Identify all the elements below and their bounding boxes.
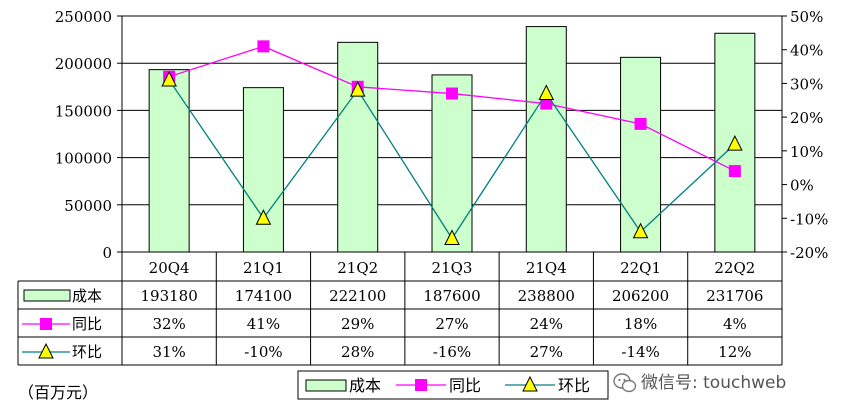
data-label: -10% bbox=[244, 343, 282, 361]
point-marker bbox=[257, 40, 270, 53]
bar-series bbox=[148, 26, 756, 253]
bar bbox=[148, 69, 190, 253]
point-marker bbox=[349, 81, 366, 97]
point-marker bbox=[161, 70, 177, 87]
left-tick-label: 0 bbox=[102, 244, 112, 262]
data-label: 28% bbox=[341, 343, 374, 361]
data-label: 206200 bbox=[612, 287, 669, 305]
legend-label: 环比 bbox=[558, 376, 590, 395]
bar bbox=[431, 74, 473, 253]
point-marker bbox=[538, 84, 555, 101]
data-label: 18% bbox=[624, 315, 657, 333]
data-label: -14% bbox=[621, 343, 659, 361]
x-tick-label: 21Q1 bbox=[243, 259, 284, 277]
data-table: 20Q4 21Q1 21Q2 21Q3 21Q4 22Q1 22Q2 成本 193180 1741… bbox=[17, 251, 783, 366]
data-label: 27% bbox=[435, 315, 468, 333]
data-label: -16% bbox=[433, 343, 471, 361]
legend-swatch bbox=[305, 379, 347, 392]
x-tick-label: 21Q4 bbox=[526, 259, 567, 277]
data-label: 24% bbox=[530, 315, 563, 333]
right-tick-label: 20% bbox=[790, 109, 823, 127]
legend-swatch bbox=[415, 379, 427, 391]
watermark-text: 微信号: touchweb bbox=[641, 373, 786, 393]
x-tick-label: 22Q1 bbox=[620, 259, 661, 277]
data-label: 29% bbox=[341, 315, 374, 333]
legend: 成本 同比 环比 bbox=[297, 370, 609, 400]
point-marker bbox=[444, 229, 460, 246]
legend-key bbox=[23, 289, 71, 302]
data-label: 187600 bbox=[423, 287, 480, 305]
data-label: 32% bbox=[152, 315, 185, 333]
data-label: 231706 bbox=[706, 287, 763, 305]
data-label: 4% bbox=[723, 315, 747, 333]
line-series bbox=[161, 40, 743, 246]
point-marker bbox=[540, 97, 553, 110]
legend-swatch bbox=[522, 375, 538, 392]
wechat-icon bbox=[613, 373, 637, 393]
right-tick-label: 40% bbox=[790, 42, 823, 60]
legend-key bbox=[40, 318, 52, 330]
bar bbox=[242, 87, 284, 253]
data-label: 41% bbox=[247, 315, 280, 333]
left-tick-label: 250000 bbox=[55, 8, 112, 26]
axes: 0 50000 100000 150000 200000 250000 -20% -10% 0%… bbox=[55, 8, 829, 262]
data-label: 222100 bbox=[329, 287, 386, 305]
data-label: 27% bbox=[530, 343, 563, 361]
watermark: 微信号: touchweb bbox=[613, 373, 786, 393]
x-tick-label: 20Q4 bbox=[149, 259, 190, 277]
x-tick-label: 21Q2 bbox=[337, 259, 378, 277]
series-name: 同比 bbox=[72, 315, 102, 333]
point-marker bbox=[727, 134, 743, 151]
legend-label: 同比 bbox=[449, 376, 481, 395]
data-label: 12% bbox=[718, 343, 751, 361]
series-name: 成本 bbox=[72, 287, 102, 305]
bar bbox=[337, 41, 379, 253]
right-tick-label: 30% bbox=[790, 75, 823, 93]
point-marker bbox=[634, 117, 647, 130]
legend-key bbox=[38, 342, 54, 359]
unit-label: （百万元） bbox=[18, 383, 98, 402]
bar bbox=[525, 26, 567, 253]
legend-label: 成本 bbox=[349, 376, 381, 395]
point-marker bbox=[728, 165, 741, 178]
right-tick-label: 10% bbox=[790, 143, 823, 161]
data-label: 193180 bbox=[141, 287, 198, 305]
left-tick-label: 150000 bbox=[55, 102, 112, 120]
right-tick-label: 50% bbox=[790, 8, 823, 26]
point-marker bbox=[632, 222, 649, 239]
right-tick-label: -20% bbox=[790, 244, 828, 262]
point-marker bbox=[255, 209, 272, 225]
legend-box bbox=[297, 370, 609, 400]
left-tick-label: 200000 bbox=[55, 55, 112, 73]
left-tick-label: 50000 bbox=[64, 197, 112, 215]
series-name: 环比 bbox=[72, 343, 102, 361]
data-label: 238800 bbox=[518, 287, 575, 305]
right-tick-label: 0% bbox=[790, 177, 814, 195]
right-tick-label: -10% bbox=[790, 210, 828, 228]
x-tick-label: 21Q3 bbox=[432, 259, 473, 277]
point-marker bbox=[446, 87, 458, 100]
data-label: 174100 bbox=[235, 287, 292, 305]
data-label: 31% bbox=[152, 343, 185, 361]
x-tick-label: 22Q2 bbox=[714, 259, 755, 277]
left-tick-label: 100000 bbox=[55, 150, 112, 168]
